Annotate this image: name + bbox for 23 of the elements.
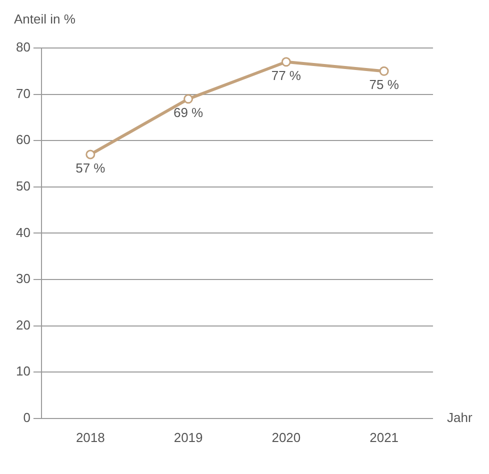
- y-tick-label: 40: [16, 224, 30, 240]
- data-label: 77 %: [271, 68, 302, 83]
- y-tick-label: 30: [16, 271, 30, 286]
- y-axis-title: Anteil in %: [14, 12, 76, 27]
- x-axis-title: Jahr: [447, 410, 473, 425]
- data-label: 57 %: [76, 160, 106, 176]
- x-tick-label: 2018: [76, 430, 105, 445]
- point: [281, 57, 291, 67]
- x-tick-label: 2020: [272, 430, 301, 445]
- x-tick-label: 2019: [174, 430, 203, 445]
- point: [86, 150, 96, 160]
- data-label: 69 %: [173, 105, 204, 120]
- y-tick-label: 50: [16, 178, 30, 194]
- y-tick-label: 80: [16, 40, 30, 55]
- y-tick-label: 10: [16, 364, 30, 379]
- y-tick-label: 0: [23, 410, 30, 425]
- point: [184, 94, 194, 104]
- y-tick-label: 20: [16, 317, 30, 332]
- point: [379, 66, 389, 76]
- data-label: 75 %: [369, 77, 400, 92]
- x-tick-label: 2021: [370, 430, 399, 445]
- y-tick-label: 60: [16, 132, 30, 148]
- y-tick-label: 70: [16, 86, 30, 101]
